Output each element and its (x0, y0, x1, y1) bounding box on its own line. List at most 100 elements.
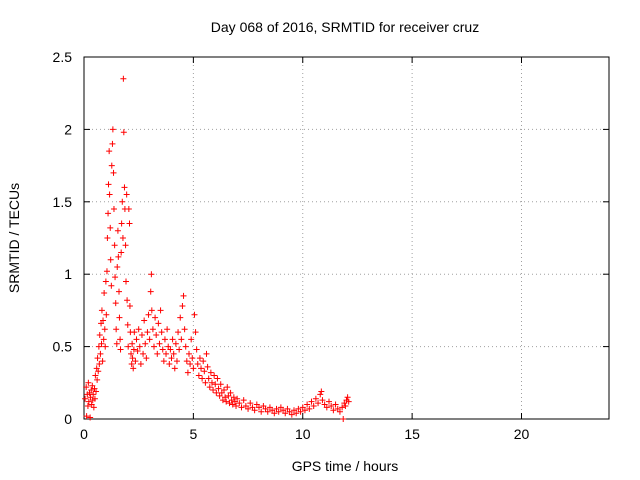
data-point (171, 365, 178, 372)
data-point (132, 358, 139, 365)
data-point (105, 181, 112, 188)
data-markers (82, 75, 352, 422)
data-point (213, 389, 220, 396)
data-point (126, 220, 133, 227)
data-point (148, 307, 155, 314)
data-point (98, 307, 105, 314)
data-point (98, 340, 105, 347)
data-point (293, 410, 300, 417)
data-point (101, 290, 108, 297)
data-point (342, 402, 349, 409)
y-axis-label: SRMTID / TECUs (6, 183, 22, 293)
data-point (204, 363, 211, 370)
data-point (304, 401, 311, 408)
data-point (168, 355, 175, 362)
data-point (161, 336, 168, 343)
data-point (111, 242, 118, 249)
data-point (176, 346, 183, 353)
data-point (93, 365, 100, 372)
data-point (344, 394, 351, 401)
data-point (110, 206, 117, 213)
data-point (140, 350, 147, 357)
data-point (167, 346, 174, 353)
data-point (251, 407, 258, 414)
data-point (119, 198, 126, 205)
data-point (211, 372, 218, 379)
data-point (200, 358, 207, 365)
data-point (166, 360, 173, 367)
data-point (318, 388, 325, 395)
data-point (210, 387, 217, 394)
data-point (193, 346, 200, 353)
data-point (114, 263, 121, 270)
data-point (116, 314, 123, 321)
data-point (264, 408, 271, 415)
y-tick-label: 1 (64, 266, 72, 282)
chart-title: Day 068 of 2016, SRMTID for receiver cru… (211, 19, 479, 35)
data-point (142, 340, 149, 347)
data-point (175, 329, 182, 336)
data-point (340, 416, 347, 422)
data-point (224, 384, 231, 391)
data-point (182, 343, 189, 350)
data-point (108, 282, 115, 289)
data-point (332, 401, 339, 408)
data-point (227, 389, 234, 396)
data-point (129, 340, 136, 347)
data-point (152, 314, 159, 321)
data-point (121, 184, 128, 191)
data-point (345, 398, 352, 405)
data-point (141, 317, 148, 324)
data-point (91, 395, 98, 402)
y-tick-label: 1.5 (53, 194, 73, 210)
data-point (230, 394, 237, 401)
data-point (128, 360, 135, 367)
x-tick-label: 0 (80, 426, 88, 442)
data-point (282, 410, 289, 417)
data-point (306, 405, 313, 412)
data-point (94, 376, 101, 383)
data-point (247, 400, 254, 407)
data-point (82, 395, 89, 402)
data-point (203, 350, 210, 357)
data-point (187, 360, 194, 367)
data-point (233, 402, 240, 409)
data-point (336, 408, 343, 415)
data-point (179, 303, 186, 310)
data-point (96, 332, 103, 339)
data-point (116, 288, 122, 295)
data-point (94, 355, 101, 362)
data-point (95, 368, 102, 375)
data-point (319, 397, 326, 404)
data-point (191, 311, 198, 318)
data-point (88, 387, 95, 394)
data-point (109, 140, 116, 147)
data-point (83, 413, 90, 420)
data-point (328, 402, 335, 409)
data-point (97, 350, 104, 357)
data-point (108, 162, 115, 169)
data-point (256, 404, 262, 411)
data-point (315, 400, 322, 407)
data-point (112, 274, 119, 281)
data-point (104, 235, 111, 241)
data-point (106, 148, 113, 155)
data-point (169, 336, 176, 343)
data-point (135, 326, 142, 333)
data-point (236, 400, 243, 407)
data-point (118, 249, 125, 256)
data-point (163, 350, 170, 357)
data-point (130, 365, 137, 372)
data-point (199, 375, 206, 382)
data-point (134, 347, 141, 354)
data-point (112, 300, 119, 307)
data-point (120, 75, 127, 82)
data-point (183, 358, 190, 365)
data-point (123, 191, 130, 198)
data-point (194, 360, 201, 367)
data-point (301, 407, 308, 414)
data-point (103, 311, 110, 318)
data-point (192, 329, 199, 336)
data-point (178, 336, 185, 343)
data-point (85, 398, 92, 405)
